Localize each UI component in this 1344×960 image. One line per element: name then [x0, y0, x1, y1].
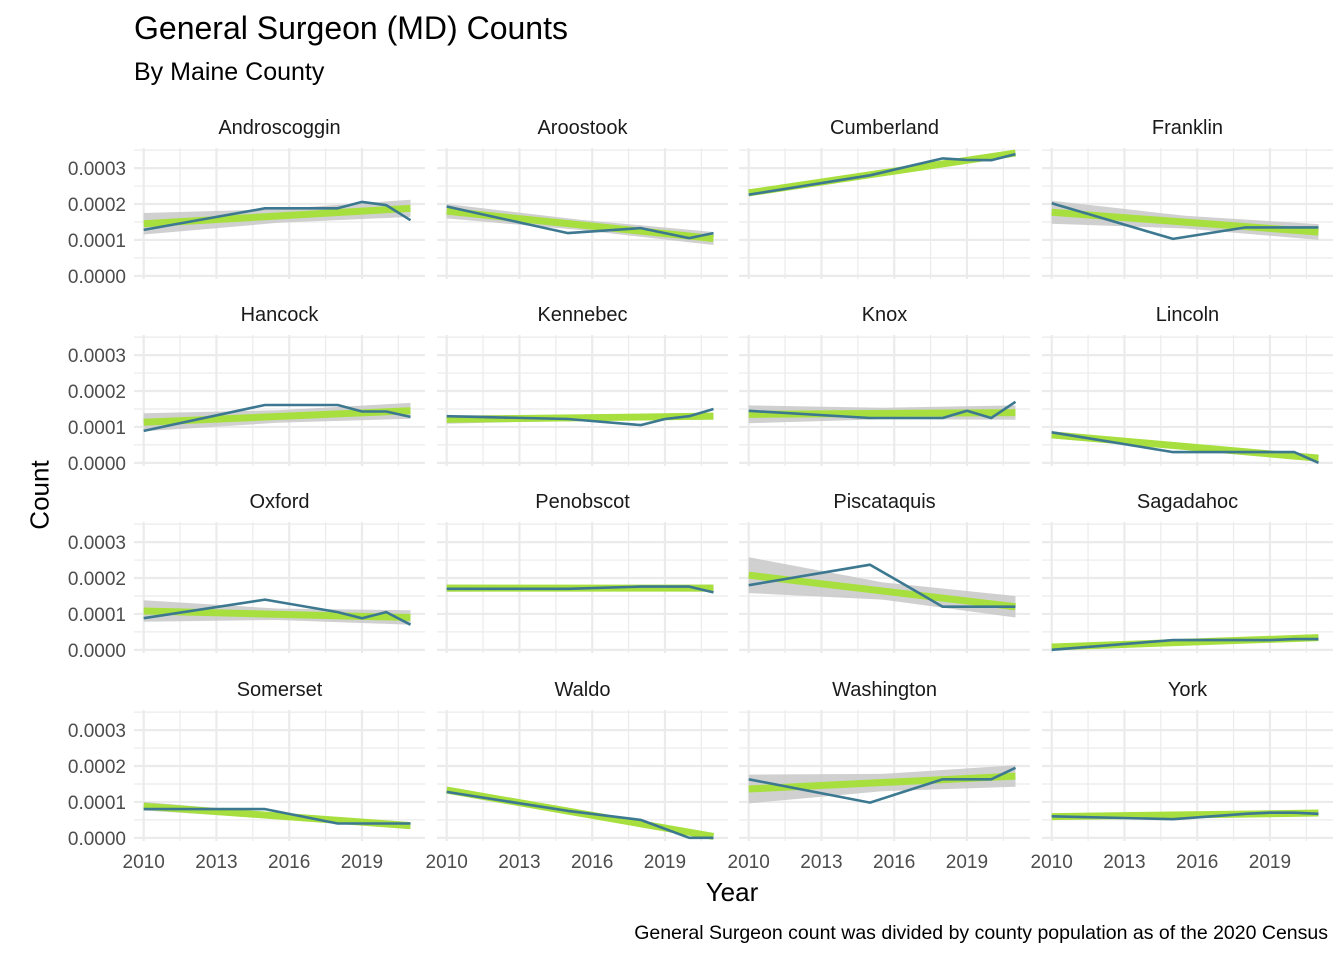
facet-strip-label: Lincoln [1156, 304, 1219, 326]
x-tick-label: 2016 [1176, 852, 1218, 873]
facet-strip-label: Androscoggin [218, 117, 340, 139]
x-tick-label: 2010 [123, 852, 165, 873]
facet-panel-lincoln: Lincoln [1042, 304, 1333, 466]
data-line [446, 407, 714, 427]
y-tick-label: 0.0001 [68, 605, 126, 626]
facet-strip-label: Penobscot [535, 491, 630, 513]
chart-subtitle: By Maine County [134, 58, 325, 86]
data-line [748, 563, 1016, 608]
facet-strip-label: Sagadahoc [1137, 491, 1238, 513]
facet-panel-cumberland: Cumberland [739, 117, 1030, 279]
y-tick-label: 0.0003 [68, 346, 126, 367]
y-tick-label: 0.0002 [68, 757, 126, 778]
facet-strip-label: Washington [832, 679, 937, 701]
facet-strip-label: Hancock [241, 304, 320, 326]
x-tick-label: 2019 [644, 852, 686, 873]
x-tick-label: 2019 [1249, 852, 1291, 873]
data-line [143, 200, 412, 232]
y-tick-label: 0.0002 [68, 382, 126, 403]
chart-title: General Surgeon (MD) Counts [134, 10, 568, 46]
facet-panel-waldo: Waldo 2010 2013 2016 2019 [426, 679, 728, 873]
data-line [1051, 202, 1319, 241]
data-line [143, 807, 411, 825]
data-line [446, 790, 714, 840]
y-tick-label: 0.0003 [68, 533, 126, 554]
y-tick-label: 0.0001 [68, 231, 126, 252]
x-tick-label: 2016 [268, 852, 310, 873]
trend-line [446, 412, 714, 423]
facet-panel-oxford: Oxford 0.0000 0.0001 0.0002 0.0003 [68, 491, 425, 662]
trend-line [748, 571, 1016, 611]
x-tick-label: 2010 [728, 852, 770, 873]
facet-panel-washington: Washington 2010 2013 2016 2019 [728, 679, 1030, 873]
confidence-band [748, 557, 1016, 618]
x-tick-label: 2013 [195, 852, 237, 873]
x-axis-label: Year [705, 877, 759, 907]
data-line [1051, 431, 1320, 464]
data-line [143, 403, 411, 433]
facet-panel-somerset: Somerset 0.0000 0.0001 0.0002 0.0003 2010 2013… [68, 679, 425, 873]
data-line [748, 152, 1016, 196]
facet-panel-knox: Knox [739, 304, 1030, 466]
x-tick-label: 2013 [800, 852, 842, 873]
y-tick-label: 0.0000 [68, 641, 126, 662]
facet-panel-franklin: Franklin [1042, 117, 1333, 279]
data-line [446, 585, 714, 594]
y-tick-label: 0.0002 [68, 569, 126, 590]
y-tick-label: 0.0001 [68, 793, 126, 814]
x-tick-label: 2010 [426, 852, 468, 873]
facet-strip-label: Oxford [249, 491, 309, 513]
data-line [1051, 811, 1319, 821]
facet-strip-label: Cumberland [830, 117, 939, 139]
chart-caption: General Surgeon count was divided by cou… [634, 922, 1328, 944]
facet-panel-penobscot: Penobscot [437, 491, 728, 653]
data-line [748, 400, 1017, 420]
facet-panel-kennebec: Kennebec [437, 304, 728, 466]
facet-strip-label: Waldo [555, 679, 611, 701]
data-line [143, 598, 412, 626]
facet-panel-hancock: Hancock 0.0000 0.0001 0.0002 0.0003 [68, 304, 425, 475]
x-tick-label: 2016 [571, 852, 613, 873]
x-tick-label: 2016 [873, 852, 915, 873]
facet-strip-label: Piscataquis [833, 491, 935, 513]
y-tick-label: 0.0002 [68, 195, 126, 216]
facet-panel-piscataquis: Piscataquis [739, 491, 1030, 653]
y-tick-label: 0.0000 [68, 454, 126, 475]
facet-panel-york: York 2010 2013 2016 2019 [1031, 679, 1333, 873]
facet-strip-label: Kennebec [537, 304, 627, 326]
facet-strip-label: Franklin [1152, 117, 1223, 139]
y-tick-label: 0.0001 [68, 418, 126, 439]
facet-panel-aroostook: Aroostook [437, 117, 728, 279]
x-tick-label: 2019 [341, 852, 383, 873]
x-tick-label: 2013 [498, 852, 540, 873]
y-tick-label: 0.0000 [68, 267, 126, 288]
data-line [748, 766, 1017, 804]
y-tick-label: 0.0003 [68, 159, 126, 180]
facet-panel-androscoggin: Androscoggin 0.0000 0.0001 0.0002 0.0003 [68, 117, 425, 288]
y-tick-label: 0.0003 [68, 721, 126, 742]
x-tick-label: 2013 [1103, 852, 1145, 873]
data-line [446, 205, 714, 240]
facet-strip-label: York [1168, 679, 1208, 701]
facet-strip-label: Knox [862, 304, 908, 326]
facet-strip-label: Somerset [237, 679, 323, 701]
y-tick-label: 0.0000 [68, 829, 126, 850]
x-tick-label: 2010 [1031, 852, 1073, 873]
x-tick-label: 2019 [946, 852, 988, 873]
data-line [1051, 637, 1319, 652]
facet-strip-label: Aroostook [537, 117, 628, 139]
facet-panel-sagadahoc: Sagadahoc [1042, 491, 1333, 653]
